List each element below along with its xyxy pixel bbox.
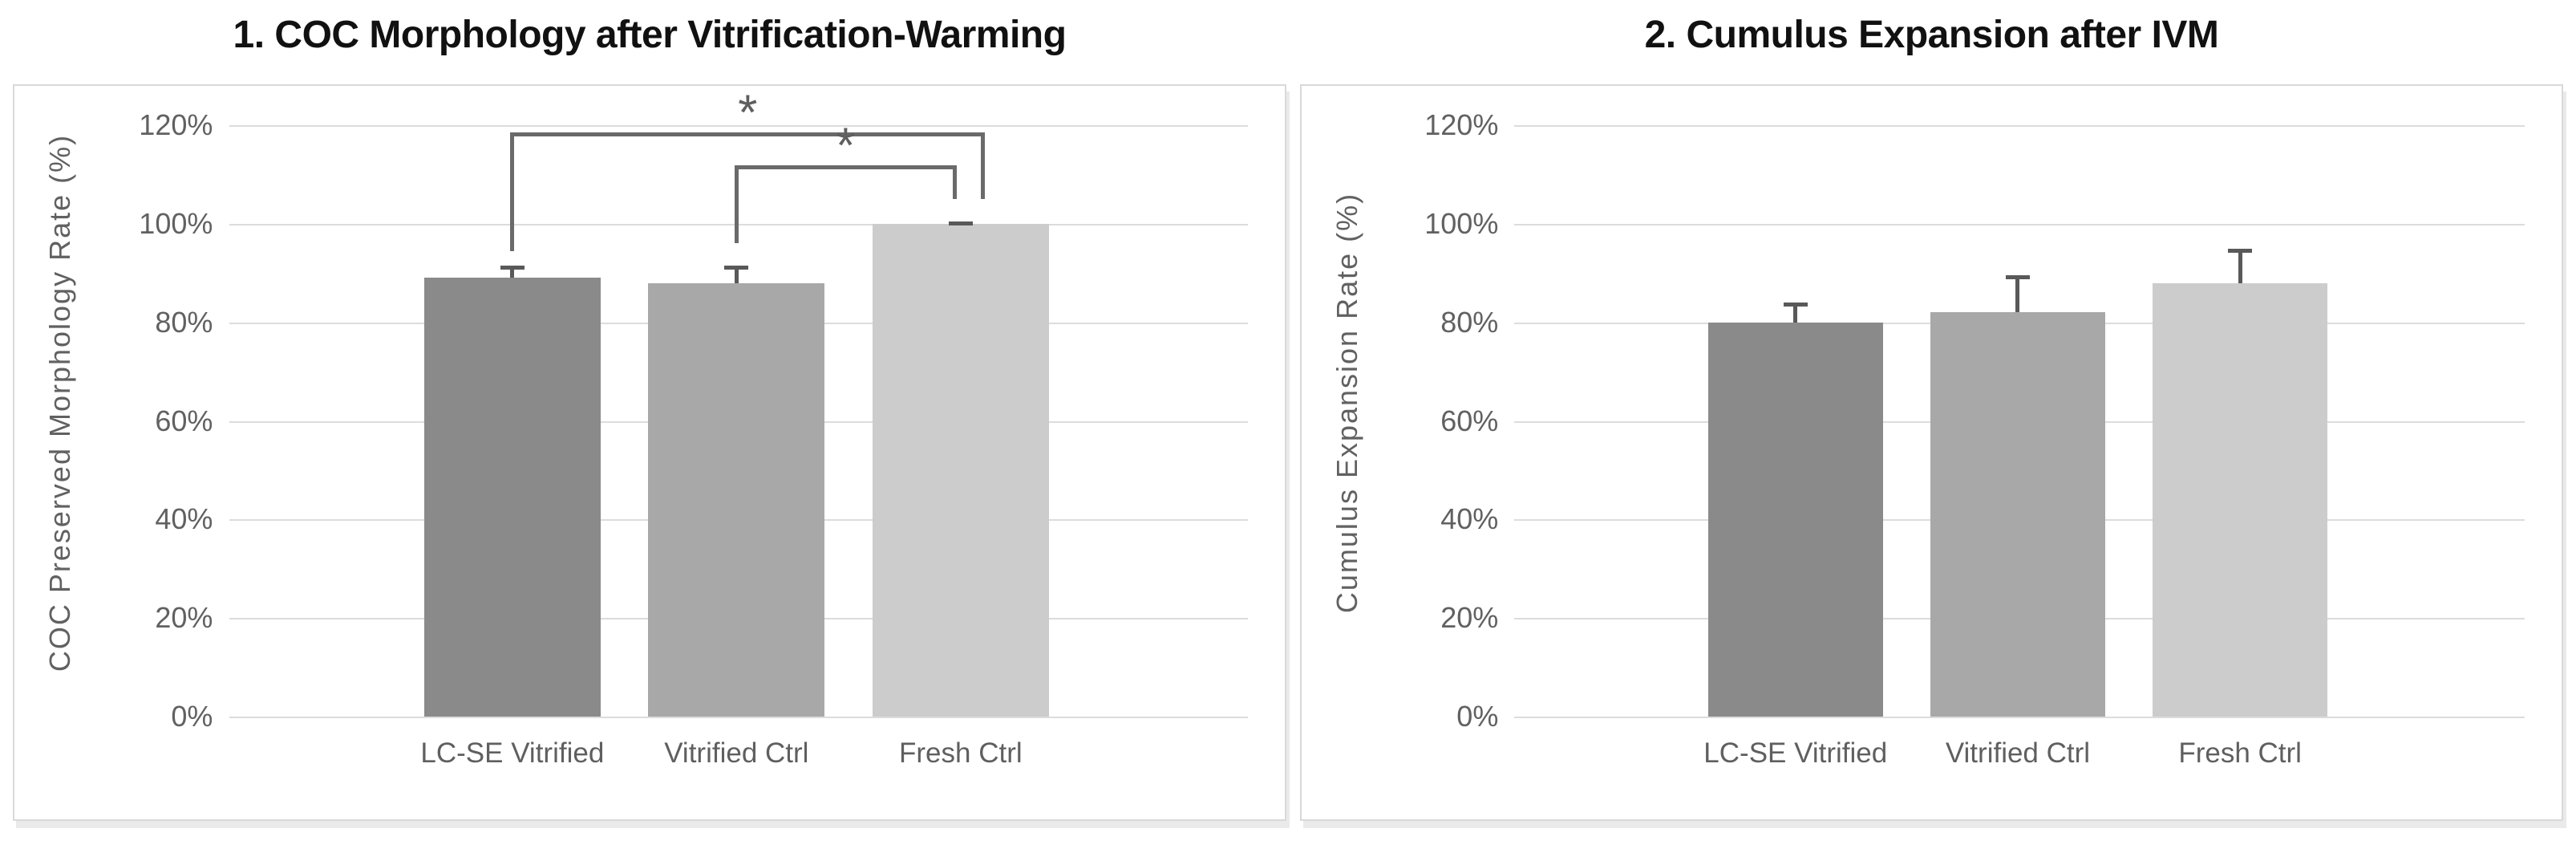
x-category-label-vitrified-ctrl: Vitrified Ctrl bbox=[1945, 737, 2091, 769]
error-cap-fresh-ctrl bbox=[2228, 248, 2253, 253]
x-category-label-fresh-ctrl: Fresh Ctrl bbox=[899, 737, 1023, 769]
y-axis-title: Cumulus Expansion Rate (%) bbox=[1319, 86, 1375, 720]
y-tick-label: 20% bbox=[1440, 601, 1499, 635]
error-cap-vitrified-ctrl bbox=[724, 266, 749, 270]
significance-bracket-line-1 bbox=[736, 165, 955, 170]
x-category-label-fresh-ctrl: Fresh Ctrl bbox=[2178, 737, 2302, 769]
chart-cumulus-expansion: 2. Cumulus Expansion after IVM Cumulus E… bbox=[1300, 0, 2563, 857]
y-axis-title: COC Preserved Morphology Rate (%) bbox=[32, 86, 88, 720]
bar-fresh-ctrl bbox=[872, 223, 1049, 717]
gridline-120% bbox=[229, 125, 1249, 128]
y-tick-label: 0% bbox=[1456, 700, 1499, 733]
gridline-120% bbox=[1514, 125, 2525, 128]
chart-coc-morphology: 1. COC Morphology after Vitrification-Wa… bbox=[13, 0, 1286, 857]
error-bar-lc-se-vitrified bbox=[510, 266, 515, 278]
y-tick-label: 0% bbox=[171, 700, 213, 733]
y-tick-label: 100% bbox=[139, 206, 213, 240]
error-cap-lc-se-vitrified bbox=[500, 266, 525, 270]
y-tick-label: 60% bbox=[1440, 404, 1499, 437]
bar-vitrified-ctrl bbox=[1930, 312, 2105, 717]
bar-lc-se-vitrified bbox=[423, 278, 601, 717]
error-cap-fresh-ctrl bbox=[948, 221, 973, 225]
y-tick-label: 100% bbox=[1424, 206, 1499, 240]
gridline-0% bbox=[229, 717, 1249, 718]
error-bar-lc-se-vitrified bbox=[1793, 303, 1798, 323]
y-tick-label: 60% bbox=[155, 404, 213, 437]
bar-vitrified-ctrl bbox=[648, 282, 825, 717]
error-bar-vitrified-ctrl bbox=[734, 266, 739, 283]
chart-title: 1. COC Morphology after Vitrification-Wa… bbox=[233, 14, 1067, 56]
chart-panel: Cumulus Expansion Rate (%) 0% 20% 40% 60% 80… bbox=[1300, 84, 2563, 821]
x-category-label-lc-se-vitrified: LC-SE Vitrified bbox=[1703, 737, 1888, 769]
significance-asterisk-1: * bbox=[836, 118, 856, 174]
bar-lc-se-vitrified bbox=[1707, 322, 1883, 717]
y-axis-title-text: Cumulus Expansion Rate (%) bbox=[1331, 192, 1364, 614]
y-tick-label: 80% bbox=[1440, 305, 1499, 339]
significance-bracket-left-leg-0 bbox=[510, 132, 515, 251]
y-tick-label: 40% bbox=[1440, 502, 1499, 536]
gridline-0% bbox=[1514, 717, 2525, 718]
x-category-label-lc-se-vitrified: LC-SE Vitrified bbox=[420, 737, 605, 769]
plot-area: 0% 20% 40% 60% 80% 100% 120% LC-SE Vitrified Vit… bbox=[1424, 86, 2525, 769]
chart-title: 2. Cumulus Expansion after IVM bbox=[1644, 14, 2219, 56]
bar-fresh-ctrl bbox=[2153, 282, 2328, 717]
gridline-100% bbox=[1514, 223, 2525, 225]
y-tick-label: 40% bbox=[155, 502, 213, 536]
error-cap-lc-se-vitrified bbox=[1783, 303, 1808, 307]
gridline-100% bbox=[229, 223, 1249, 225]
x-category-label-vitrified-ctrl: Vitrified Ctrl bbox=[664, 737, 809, 769]
y-axis-title-text: COC Preserved Morphology Rate (%) bbox=[43, 133, 76, 672]
chart-panel: COC Preserved Morphology Rate (%) 0% 20% 4… bbox=[13, 84, 1286, 821]
significance-bracket-left-leg-1 bbox=[734, 165, 739, 244]
y-tick-label: 80% bbox=[155, 305, 213, 339]
significance-bracket-line-0 bbox=[512, 132, 983, 137]
error-cap-vitrified-ctrl bbox=[2005, 275, 2030, 280]
error-bar-fresh-ctrl bbox=[2238, 248, 2242, 283]
y-tick-label: 120% bbox=[1424, 108, 1499, 142]
y-tick-label: 20% bbox=[155, 601, 213, 635]
significance-bracket-right-leg-0 bbox=[981, 132, 986, 200]
significance-bracket-right-leg-1 bbox=[952, 165, 957, 200]
error-bar-vitrified-ctrl bbox=[2015, 275, 2020, 313]
significance-asterisk-0: * bbox=[738, 85, 758, 141]
plot-area: 0% 20% 40% 60% 80% 100% 120% LC-SE Vitrified Vit… bbox=[139, 85, 1249, 769]
y-tick-label: 120% bbox=[139, 108, 213, 142]
